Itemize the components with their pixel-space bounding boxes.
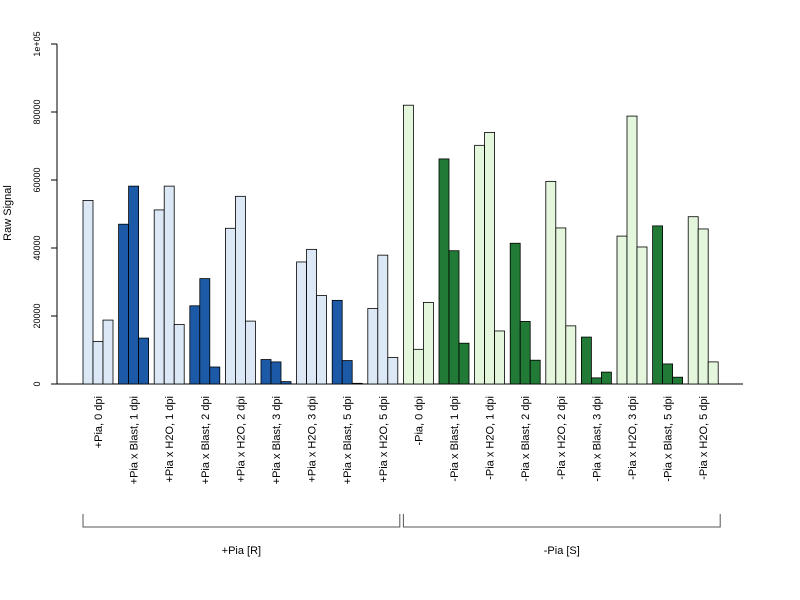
bar — [545, 180, 557, 385]
bar — [92, 341, 104, 385]
bar — [591, 377, 602, 385]
bar — [509, 242, 521, 385]
bar — [484, 131, 496, 385]
bars — [82, 104, 719, 385]
category-label: -Pia x H2O, 2 dpi — [556, 396, 568, 480]
bar — [341, 360, 353, 385]
bar — [138, 337, 150, 385]
group-bracket — [82, 514, 401, 528]
bar — [234, 195, 246, 385]
bar — [616, 235, 628, 385]
bar — [351, 382, 363, 385]
bar — [173, 324, 185, 385]
y-tick-label: 0 — [32, 381, 42, 386]
bar — [306, 248, 318, 385]
y-tick-label: 20000 — [32, 303, 42, 328]
category-label: -Pia x Blast, 5 dpi — [663, 396, 675, 482]
bar — [422, 301, 434, 385]
bar — [448, 250, 460, 385]
bar — [652, 225, 663, 385]
bar — [519, 321, 531, 385]
category-label: +Pia, 0 dpi — [93, 396, 105, 448]
bar — [626, 115, 638, 385]
bar — [494, 330, 506, 385]
bar — [687, 216, 699, 385]
bar — [163, 185, 175, 385]
category-label: -Pia x H2O, 3 dpi — [627, 396, 639, 480]
bar — [581, 336, 592, 385]
y-axis-title: Raw Signal — [2, 185, 14, 241]
category-label: -Pia x Blast, 3 dpi — [591, 396, 603, 482]
bar — [529, 359, 541, 385]
bar — [153, 209, 165, 385]
group-label: -Pia [S] — [544, 545, 580, 557]
bar — [565, 325, 577, 385]
bar — [102, 319, 114, 385]
y-axis: 0 20000 40000 60000 80000 1e+05 — [32, 31, 58, 387]
bar — [224, 227, 236, 385]
category-label: -Pia x H2O, 1 dpi — [485, 396, 497, 480]
bar — [458, 342, 470, 385]
category-label: +Pia x Blast, 3 dpi — [271, 396, 283, 484]
y-tick-label: 1e+05 — [32, 31, 42, 56]
bar — [672, 376, 683, 385]
bar — [662, 363, 673, 385]
category-label: +Pia x Blast, 1 dpi — [129, 396, 141, 484]
y-tick-label: 60000 — [32, 167, 42, 192]
bar — [367, 308, 379, 385]
bar — [270, 361, 282, 385]
category-labels: +Pia, 0 dpi +Pia x Blast, 1 dpi +Pia x H2O… — [93, 396, 710, 484]
bar — [474, 144, 486, 385]
bar — [601, 371, 612, 385]
category-label: +Pia x H2O, 5 dpi — [378, 396, 390, 483]
bar — [128, 185, 140, 385]
bar — [209, 366, 221, 385]
bar — [316, 295, 328, 385]
category-label: -Pia x H2O, 5 dpi — [698, 396, 710, 480]
bar — [377, 254, 389, 385]
category-label: +Pia x Blast, 5 dpi — [342, 396, 354, 484]
group-bracket — [402, 514, 721, 528]
category-label: -Pia, 0 dpi — [413, 396, 425, 446]
bar — [189, 305, 201, 385]
bar — [707, 361, 719, 385]
bar — [118, 223, 129, 385]
group-brackets: +Pia [R] -Pia [S] — [82, 514, 721, 557]
category-label: -Pia x Blast, 1 dpi — [449, 396, 461, 482]
category-label: +Pia x H2O, 2 dpi — [235, 396, 247, 483]
category-label: +Pia x Blast, 2 dpi — [200, 396, 212, 484]
bar — [260, 359, 272, 385]
bar — [82, 199, 94, 385]
bar — [296, 261, 308, 385]
bar — [331, 299, 343, 385]
bar — [402, 104, 414, 385]
category-label: +Pia x H2O, 1 dpi — [164, 396, 176, 483]
bar — [438, 158, 450, 385]
category-label: -Pia x Blast, 2 dpi — [520, 396, 532, 482]
bar — [387, 357, 399, 385]
bar — [412, 348, 424, 385]
bar — [697, 228, 709, 385]
bar — [244, 320, 256, 385]
category-label: +Pia x H2O, 3 dpi — [307, 396, 319, 483]
bar — [199, 278, 211, 385]
group-label: +Pia [R] — [222, 545, 261, 557]
bar — [555, 227, 567, 385]
bar — [280, 381, 292, 385]
y-tick-label: 40000 — [32, 235, 42, 260]
y-tick-label: 80000 — [32, 99, 42, 124]
bar — [636, 246, 648, 385]
